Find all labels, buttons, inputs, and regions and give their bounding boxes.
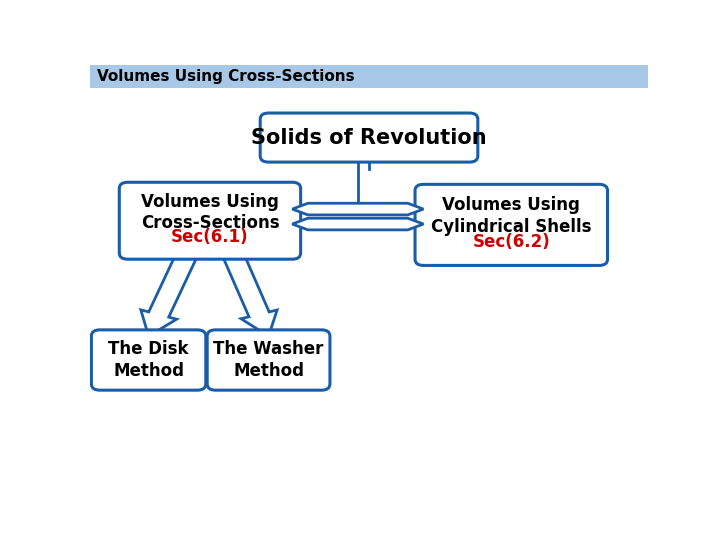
Polygon shape	[141, 251, 198, 336]
Polygon shape	[292, 218, 423, 230]
Text: Volumes Using
Cross-Sections: Volumes Using Cross-Sections	[140, 193, 279, 232]
FancyBboxPatch shape	[91, 330, 206, 390]
Polygon shape	[222, 251, 277, 336]
Text: Volumes Using Cross-Sections: Volumes Using Cross-Sections	[96, 69, 354, 84]
Bar	[90, 65, 648, 87]
Polygon shape	[292, 203, 423, 215]
Text: The Disk
Method: The Disk Method	[108, 340, 189, 380]
Text: Sec(6.1): Sec(6.1)	[171, 228, 249, 246]
Text: Volumes Using
Cylindrical Shells: Volumes Using Cylindrical Shells	[431, 196, 592, 236]
FancyBboxPatch shape	[415, 184, 608, 266]
FancyBboxPatch shape	[207, 330, 330, 390]
FancyBboxPatch shape	[260, 113, 478, 162]
Text: The Washer
Method: The Washer Method	[213, 340, 324, 380]
Text: Solids of Revolution: Solids of Revolution	[251, 127, 487, 147]
FancyBboxPatch shape	[120, 183, 301, 259]
Text: Sec(6.2): Sec(6.2)	[472, 233, 550, 251]
